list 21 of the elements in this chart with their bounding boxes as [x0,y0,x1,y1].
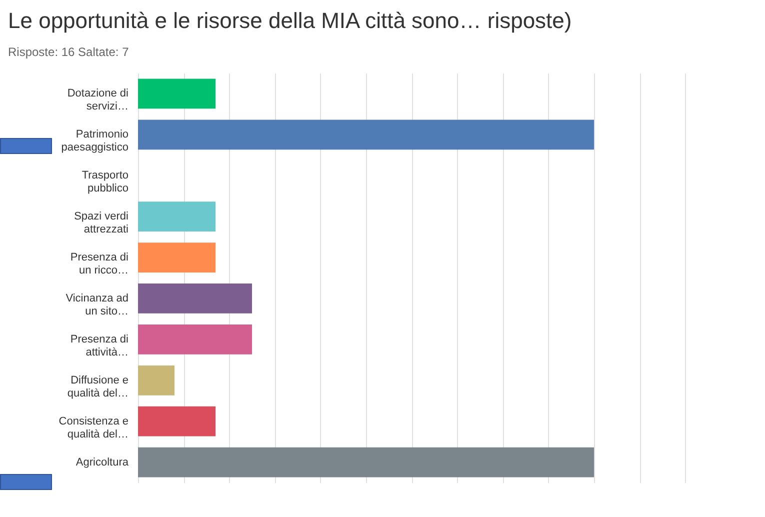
y-tick-label: Diffusione e qualità del… [67,374,128,400]
y-tick-label: Vicinanza ad un sito… [66,292,128,318]
y-tick-label: Presenza di un ricco… [70,252,128,277]
y-tick-label: Consistenza e qualità del… [58,415,128,440]
bar [138,406,216,436]
bar [138,242,216,272]
bar [138,284,252,314]
y-tick-label: Trasporto pubblico [82,170,128,195]
y-tick-label: Presenza di attività… [70,333,128,358]
bar [138,202,216,232]
bar [138,365,174,396]
y-tick-label: Patrimonio paesaggistico [61,128,128,154]
bar [138,120,594,150]
bar [138,78,216,109]
bar [138,324,252,354]
chart-title: Le opportunità e le risorse della MIA città sono… risposte) [8,8,572,33]
bar [138,447,594,478]
y-tick-label: Agricoltura [76,456,130,468]
y-tick-label: Spazi verdi attrezzati [74,210,128,236]
chart-subtitle: Risposte: 16 Saltate: 7 [8,45,130,59]
y-tick-label: Dotazione di servizi… [67,88,128,113]
